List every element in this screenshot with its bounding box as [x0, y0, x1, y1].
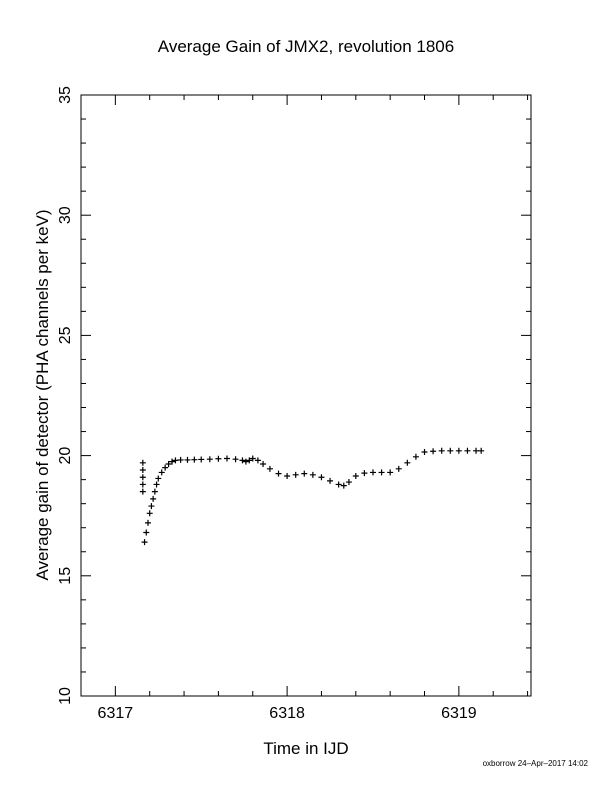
x-axis-label: Time in IJD: [263, 739, 348, 758]
y-axis-label: Average gain of detector (PHA channels p…: [33, 209, 52, 580]
data-point: [340, 482, 347, 489]
y-tick-label: 25: [57, 326, 74, 344]
data-point: [260, 461, 267, 468]
data-points: [139, 447, 485, 546]
data-point: [387, 469, 394, 476]
data-point: [421, 448, 428, 455]
y-tick-label: 35: [57, 86, 74, 104]
plot-frame: [80, 94, 532, 697]
data-point: [412, 453, 419, 460]
data-point: [143, 529, 150, 536]
data-point: [139, 474, 146, 481]
data-point: [158, 469, 165, 476]
data-point: [352, 473, 359, 480]
data-point: [478, 447, 485, 454]
data-point: [438, 447, 445, 454]
data-point: [141, 539, 148, 546]
data-point: [232, 456, 239, 463]
data-point: [309, 471, 316, 478]
data-point: [292, 471, 299, 478]
x-tick-label: 6317: [98, 705, 134, 722]
data-point: [266, 465, 273, 472]
data-point: [165, 461, 172, 468]
data-point: [206, 456, 213, 463]
data-point: [155, 475, 162, 482]
data-point: [144, 519, 151, 526]
data-point: [139, 459, 146, 466]
data-point: [345, 479, 352, 486]
data-point: [139, 481, 146, 488]
data-point: [254, 457, 261, 464]
data-point: [198, 456, 205, 463]
axis-ticks: [80, 94, 531, 697]
data-point: [172, 457, 179, 464]
data-point: [215, 455, 222, 462]
data-point: [184, 456, 191, 463]
data-point: [148, 503, 155, 510]
y-tick-label: 30: [57, 206, 74, 224]
chart-title: Average Gain of JMX2, revolution 1806: [158, 37, 454, 56]
data-point: [139, 488, 146, 495]
data-point: [430, 448, 437, 455]
x-tick-label: 6319: [441, 705, 477, 722]
data-point: [327, 477, 334, 484]
data-point: [318, 474, 325, 481]
data-point: [284, 473, 291, 480]
data-point: [153, 481, 160, 488]
data-point: [473, 447, 480, 454]
data-point: [361, 470, 368, 477]
data-point: [169, 458, 176, 465]
data-point: [139, 467, 146, 474]
data-point: [246, 457, 253, 464]
data-point: [455, 447, 462, 454]
data-point: [301, 470, 308, 477]
tick-labels: 10 15 20 25 30 35 6317 6318 6319: [57, 86, 477, 722]
data-point: [162, 464, 169, 471]
footer-stamp: oxborrow 24–Apr–2017 14:02: [483, 759, 589, 768]
x-tick-label: 6318: [269, 705, 305, 722]
data-point: [404, 459, 411, 466]
data-point: [239, 457, 246, 464]
data-point: [177, 456, 184, 463]
data-point: [223, 455, 230, 462]
data-point: [464, 447, 471, 454]
data-point: [151, 488, 158, 495]
data-point: [447, 447, 454, 454]
data-point: [369, 469, 376, 476]
data-point: [378, 469, 385, 476]
data-point: [275, 470, 282, 477]
data-point: [191, 456, 198, 463]
data-point: [150, 495, 157, 502]
data-point: [249, 455, 256, 462]
y-tick-label: 15: [57, 567, 74, 585]
data-point: [146, 510, 153, 517]
data-point: [335, 481, 342, 488]
y-tick-label: 20: [57, 447, 74, 465]
data-point: [242, 458, 249, 465]
y-tick-label: 10: [57, 687, 74, 705]
data-point: [395, 465, 402, 472]
